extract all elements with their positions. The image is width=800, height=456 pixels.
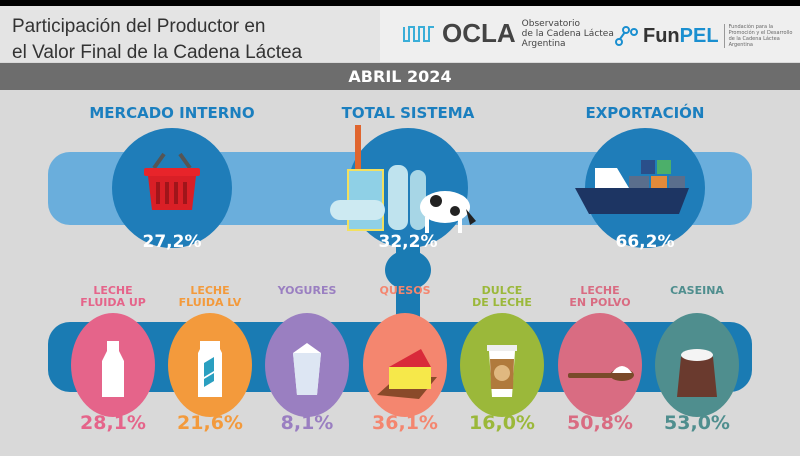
- product-label-line2: YOGURES: [277, 284, 337, 297]
- funpel-name-b: PEL: [679, 24, 719, 47]
- ocla-sub-2: de la Cadena Láctea: [521, 28, 614, 39]
- factory-cow-icon: [330, 125, 476, 233]
- product-circle: [168, 313, 252, 417]
- milk-bottle-icon: [102, 341, 124, 397]
- product-value: 36,1%: [372, 412, 438, 434]
- product-value: 21,6%: [177, 412, 243, 434]
- mercado-interno-label: MERCADO INTERNO: [89, 104, 255, 122]
- product-label-line1: LECHE: [580, 284, 620, 297]
- product-circle: [558, 313, 642, 417]
- product-label: DULCE DE LECHE: [452, 285, 552, 309]
- product-value: 8,1%: [280, 412, 334, 434]
- product-circle: [655, 313, 739, 417]
- top-border: [0, 0, 800, 6]
- exportacion-label: EXPORTACIÓN: [585, 104, 705, 122]
- product-label-line2: DE LECHE: [472, 296, 532, 309]
- product-label: YOGURES: [257, 285, 357, 297]
- exportacion-circle: [575, 128, 705, 248]
- exportacion-value: 66,2%: [615, 232, 675, 252]
- product-circle: [460, 313, 544, 417]
- product-label-line1: DULCE: [481, 284, 523, 297]
- page-title: Participación del Productor en el Valor …: [12, 14, 302, 66]
- ocla-name: OCLA: [442, 18, 516, 48]
- product-label: LECHE EN POLVO: [550, 285, 650, 309]
- ocla-sub-1: Observatorio: [521, 18, 580, 29]
- mercado-interno-circle: [112, 128, 232, 248]
- product-circle: [265, 313, 349, 417]
- ocla-subtitle: Observatorio de la Cadena Láctea Argenti…: [522, 19, 614, 49]
- product-value: 50,8%: [567, 412, 633, 434]
- product-label: LECHE FLUIDA UP: [63, 285, 163, 309]
- milk-carton-icon: [198, 341, 222, 397]
- cargo-ship-icon: [575, 160, 689, 214]
- product-value: 28,1%: [80, 412, 146, 434]
- product-circle: [71, 313, 155, 417]
- dulce-jar-icon: [487, 345, 517, 397]
- product-label-line2: EN POLVO: [569, 296, 631, 309]
- period-bar: ABRIL 2024: [0, 63, 800, 90]
- product-label: LECHE FLUIDA LV: [160, 285, 260, 309]
- ocla-sub-3: Argentina: [521, 38, 566, 49]
- product-value: 16,0%: [469, 412, 535, 434]
- powder-spoon-icon: [568, 366, 634, 381]
- funpel-logo: FunPEL Fundación para la Promoción y el …: [614, 24, 794, 48]
- title-line-2: el Valor Final de la Cadena Láctea: [12, 42, 303, 63]
- product-value: 53,0%: [664, 412, 730, 434]
- product-label-line2: FLUIDA LV: [178, 296, 242, 309]
- total-sistema-value: 32,2%: [378, 232, 438, 252]
- product-label-line2: FLUIDA UP: [80, 296, 146, 309]
- funpel-name: FunPEL: [643, 25, 719, 48]
- sack-icon: [677, 349, 717, 397]
- title-line-1: Participación del Productor en: [12, 16, 266, 37]
- product-label: QUESOS: [355, 285, 455, 297]
- ocla-logo: OCLA Observatorio de la Cadena Láctea Ar…: [402, 18, 614, 49]
- mercado-interno-value: 27,2%: [142, 232, 202, 252]
- funpel-name-a: Fun: [643, 24, 680, 47]
- cheese-icon: [377, 349, 437, 399]
- product-label-line2: CASEINA: [670, 284, 724, 297]
- title-panel: Participación del Productor en el Valor …: [0, 6, 380, 63]
- product-label: CASEINA: [647, 285, 747, 297]
- basket-icon: [144, 152, 200, 210]
- funpel-nodes-icon: [615, 26, 638, 46]
- product-label-line1: LECHE: [190, 284, 230, 297]
- ocla-wave-icon: [403, 25, 434, 42]
- connector-bulb: [385, 250, 431, 290]
- funpel-subtitle: Fundación para la Promoción y el Desarro…: [723, 24, 794, 48]
- product-label-line2: QUESOS: [379, 284, 431, 297]
- product-circle: [363, 313, 447, 417]
- yogurt-cup-icon: [293, 343, 321, 395]
- total-sistema-label: TOTAL SISTEMA: [341, 104, 475, 122]
- product-label-line1: LECHE: [93, 284, 133, 297]
